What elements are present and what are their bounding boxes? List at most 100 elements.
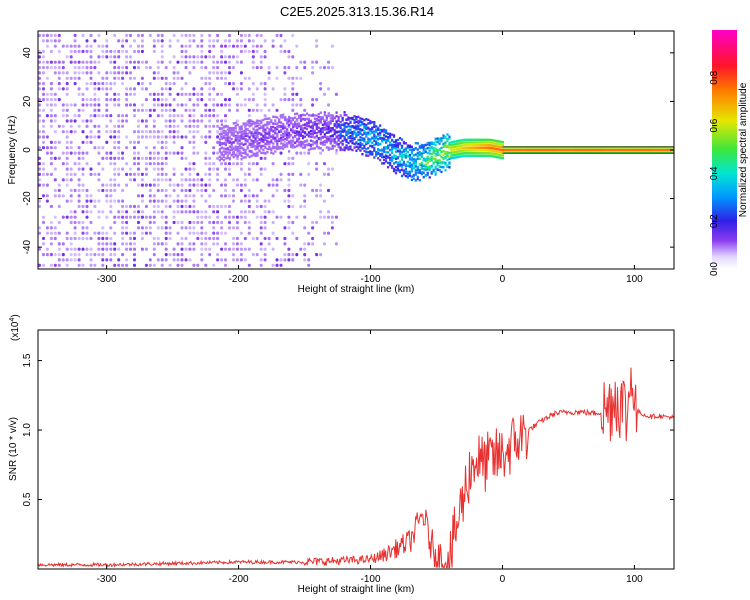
heatmap-cell [180, 220, 184, 225]
heatmap-cell [125, 231, 129, 235]
heatmap-cell [148, 199, 152, 203]
ridge-cell [349, 125, 352, 128]
heatmap-cell [255, 87, 259, 91]
ridge-cell [436, 153, 439, 157]
heatmap-cell [105, 242, 109, 246]
ridge-cell [650, 146, 653, 149]
ridge-cell [353, 118, 356, 122]
heatmap-cell [45, 44, 49, 48]
ridge-cell [549, 151, 552, 154]
heatmap-cell [89, 55, 93, 59]
heatmap-cell [192, 140, 196, 144]
x-tick-label: -200 [229, 274, 249, 285]
heatmap-cell [85, 66, 89, 70]
ridge-cell [246, 134, 249, 138]
heatmap-cell [105, 199, 109, 203]
heatmap-cell [232, 226, 235, 230]
ridge-cell [527, 151, 530, 154]
ridge-cell [660, 146, 663, 149]
ridge-cell [484, 141, 487, 144]
ridge-cell [329, 128, 332, 131]
ridge-cell [394, 147, 398, 150]
ridge-cell [373, 133, 376, 136]
heatmap-cell [129, 87, 132, 91]
heatmap-cell [69, 199, 73, 203]
ridge-cell [234, 148, 237, 151]
ridge-cell [398, 164, 402, 167]
heatmap-cell [129, 172, 132, 176]
heatmap-cell [125, 226, 129, 230]
ridge-cell [309, 139, 312, 142]
heatmap-cell [283, 71, 287, 75]
colorbar-tick-label: 0.0 [709, 262, 720, 276]
ridge-cell [365, 141, 368, 144]
ridge-cell [541, 146, 544, 149]
ridge-cell [484, 152, 487, 155]
heatmap-cell [208, 162, 212, 166]
ridge-cell [228, 156, 231, 160]
heatmap-cell [137, 210, 140, 214]
ridge-cell [428, 176, 431, 179]
ridge-cell [406, 170, 409, 173]
heatmap-cell [89, 253, 93, 257]
ridge-cell [363, 126, 366, 129]
ridge-cell [513, 151, 516, 154]
ridge-cell [396, 161, 400, 164]
ridge-cell [385, 145, 388, 149]
ridge-cell [299, 128, 303, 131]
heatmap-cell [164, 231, 168, 235]
heatmap-cell [251, 236, 255, 241]
ridge-cell [466, 138, 469, 141]
ridge-cell [369, 128, 372, 131]
ridge-cell [268, 133, 271, 136]
heatmap-cell [140, 247, 144, 251]
ridge-cell [402, 163, 405, 166]
ridge-cell [410, 169, 413, 172]
heatmap-cell [65, 263, 69, 267]
heatmap-cell [176, 39, 180, 43]
heatmap-cell [259, 242, 263, 246]
heatmap-cell [65, 92, 69, 96]
heatmap-cell [152, 253, 156, 257]
heatmap-cell [81, 156, 85, 160]
heatmap-cell [73, 210, 77, 214]
ridge-cell [343, 111, 346, 114]
ridge-cell [666, 151, 669, 154]
ridge-cell [414, 168, 417, 172]
ridge-cell [418, 146, 421, 150]
ridge-cell [434, 137, 437, 140]
heatmap-cell [121, 236, 125, 241]
heatmap-cell [77, 71, 81, 75]
heatmap-cell [85, 226, 89, 230]
ridge-cell [628, 151, 631, 154]
heatmap-cell [235, 55, 239, 59]
heatmap-cell [77, 247, 81, 251]
heatmap-cell [164, 66, 168, 70]
heatmap-cell [152, 71, 156, 75]
heatmap-cell [283, 39, 287, 43]
ridge-cell [266, 141, 269, 144]
ridge-cell [381, 162, 384, 165]
heatmap-cell [105, 44, 109, 48]
ridge-cell [602, 148, 605, 152]
ridge-cell [400, 138, 404, 141]
ridge-cell [323, 127, 326, 131]
ridge-cell [377, 142, 380, 145]
ridge-cell [420, 166, 423, 169]
heatmap-cell [208, 172, 212, 176]
ridge-cell [353, 137, 356, 140]
ridge-cell [392, 156, 396, 159]
ridge-cell [254, 152, 257, 155]
heatmap-cell [184, 188, 188, 193]
ridge-cell [418, 157, 421, 160]
ridge-cell [248, 129, 251, 133]
ridge-cell [222, 136, 225, 140]
ridge-cell [517, 148, 520, 152]
ridge-cell [646, 146, 649, 149]
heatmap-cell [117, 167, 121, 171]
ridge-cell [234, 130, 237, 133]
ridge-cell [406, 146, 409, 149]
heatmap-cell [220, 183, 224, 187]
heatmap-cell [65, 55, 69, 59]
ridge-cell [220, 157, 223, 160]
